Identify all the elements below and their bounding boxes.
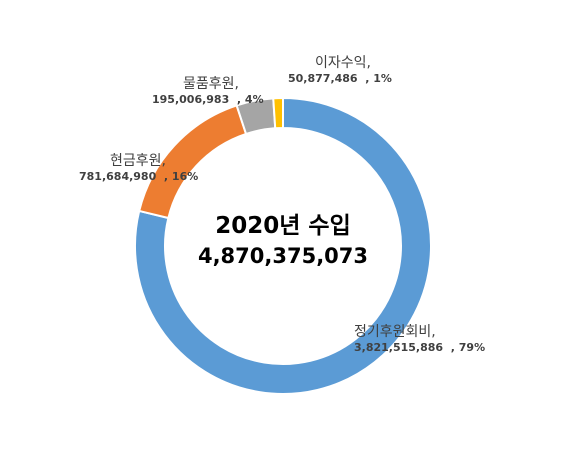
label-slice-3: 이자수익, 50,877,486 , 1% <box>288 52 398 85</box>
label-slice-3-value: 50,877,486 <box>288 72 358 85</box>
label-slice-3-pct: , 1% <box>365 72 392 85</box>
label-slice-1-pct: , 16% <box>163 170 199 183</box>
label-slice-0-value: 3,821,515,886 <box>354 341 444 354</box>
label-slice-0-pct: , 79% <box>450 341 486 354</box>
label-slice-2: 물품후원, 195,006,983 , 4% <box>152 73 270 106</box>
label-slice-1-value: 781,684,980 <box>79 170 157 183</box>
label-slice-2-name: 물품후원, <box>183 76 239 92</box>
center-title: 2020년 수입 <box>215 213 351 239</box>
label-slice-2-value: 195,006,983 <box>152 93 230 106</box>
label-slice-0-name: 정기후원회비, <box>354 324 436 340</box>
label-slice-2-pct: , 4% <box>236 93 264 106</box>
center-total: 4,870,375,073 <box>197 244 369 268</box>
label-slice-3-name: 이자수익, <box>315 55 371 71</box>
label-slice-1-name: 현금후원, <box>110 153 166 169</box>
donut-slice-3 <box>272 96 284 130</box>
label-slice-1: 현금후원, 781,684,980 , 16% <box>79 150 199 183</box>
donut-slice-0 <box>134 96 432 395</box>
label-slice-0: 정기후원회비, 3,821,515,886 , 79% <box>354 321 485 354</box>
